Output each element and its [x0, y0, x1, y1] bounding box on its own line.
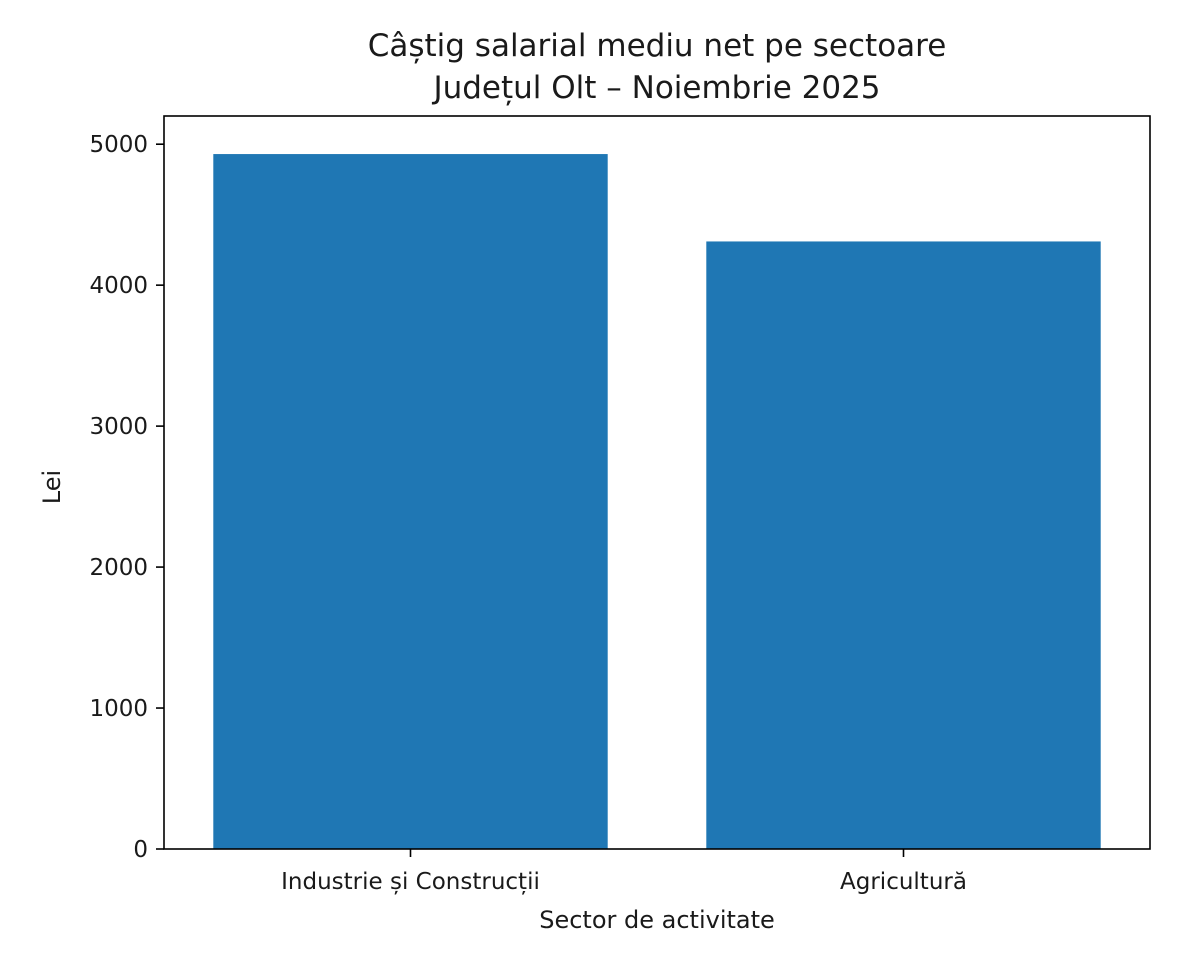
- plot-area: 0 1000 2000 3000 4000 5000 Industrie și Constr…: [89, 115, 1151, 895]
- x-axis-label: Sector de activitate: [539, 906, 775, 934]
- bar: [706, 241, 1101, 850]
- y-tick-label: 4000: [89, 273, 148, 299]
- x-tick-label: Industrie și Construcții: [281, 869, 540, 895]
- y-tick-label: 5000: [89, 132, 148, 158]
- y-axis-label: Lei: [38, 470, 66, 504]
- y-tick-label: 1000: [89, 696, 148, 722]
- bar: [213, 154, 608, 849]
- y-tick-label: 2000: [89, 555, 148, 581]
- y-tick-label: 3000: [89, 414, 148, 440]
- plot-frame: [163, 115, 1151, 850]
- chart-subtitle: Județul Olt – Noiembrie 2025: [431, 70, 880, 106]
- chart-title: Câștig salarial mediu net pe sectoare: [368, 28, 947, 64]
- x-tick-label: Agricultură: [840, 869, 967, 895]
- y-tick-label: 0: [133, 837, 148, 863]
